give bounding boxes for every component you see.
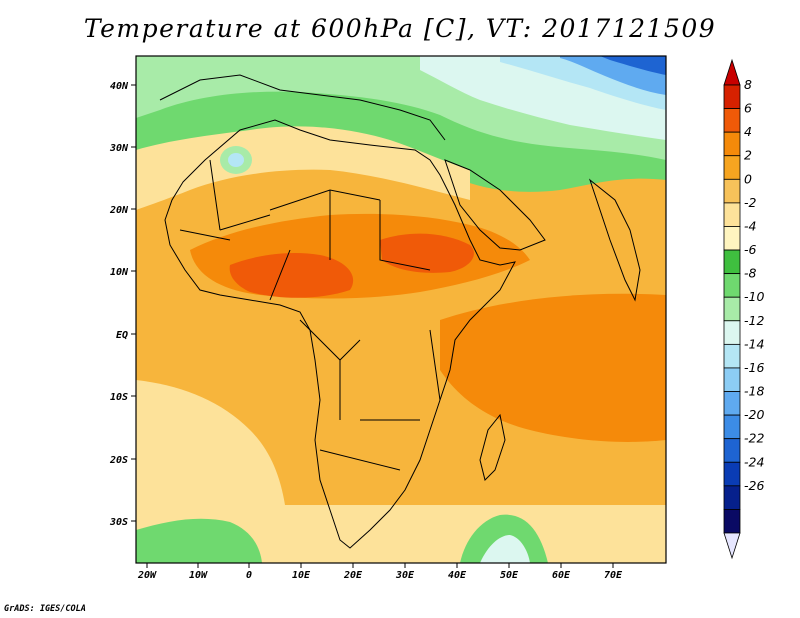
colorbar-swatch <box>723 343 741 369</box>
colorbar-label: -2 <box>744 195 757 210</box>
europe-coast <box>159 74 446 141</box>
lon-label-20e: 20E <box>343 570 363 581</box>
colorbar-swatch <box>723 273 741 298</box>
border-lines <box>179 159 441 471</box>
axis-ticks <box>131 84 614 568</box>
colorbar-swatch <box>723 391 741 416</box>
colorbar-swatch <box>723 84 741 109</box>
colorbar-label: -6 <box>744 242 757 257</box>
colorbar-swatch <box>723 178 741 204</box>
colorbar-label: -4 <box>744 218 757 233</box>
colorbar-swatch <box>723 131 741 157</box>
colorbar-swatch <box>723 226 741 251</box>
hot-core-west <box>229 253 354 298</box>
lat-label-10n: 10N <box>110 267 129 278</box>
colorbar-label: 6 <box>744 101 752 116</box>
dark-blue-core <box>600 56 666 75</box>
colorbar-swatch <box>723 202 741 227</box>
grads-credit: GrADS: IGES/COLA <box>4 604 86 614</box>
colorbar-label: -12 <box>744 313 764 328</box>
colorbar-label: -24 <box>744 454 764 469</box>
lat-label-30s: 30S <box>109 517 128 528</box>
india-coast <box>588 178 641 302</box>
lat-label-40n: 40N <box>110 81 129 92</box>
colorbar-label: -22 <box>744 431 764 446</box>
lon-label-0: 0 <box>246 570 252 581</box>
colorbar-swatch <box>723 414 741 440</box>
madagascar-coast <box>479 413 506 481</box>
latitude-labels: 40N 30N 20N 10N EQ 10S 20S 30S <box>109 81 129 528</box>
colorbar-swatch <box>723 296 741 322</box>
colorbar-label: -14 <box>744 336 764 351</box>
arabia-coast <box>444 159 546 251</box>
colorbar-label: -8 <box>744 266 757 281</box>
lat-label-eq: EQ <box>116 330 128 341</box>
africa-coastline <box>164 119 516 549</box>
colorbar: 8 6 4 2 0 -2 -4 -6 -8 -10 -12 -14 -16 -18 -20 -22 -24 -26 <box>723 58 764 560</box>
lat-label-10s: 10S <box>110 392 128 403</box>
colorbar-top-arrow <box>723 58 741 86</box>
green-south-west <box>136 518 262 563</box>
hot-core-east <box>380 233 474 273</box>
colorbar-label: 2 <box>744 148 752 163</box>
lon-label-30e: 30E <box>395 570 415 581</box>
cool-atlantic-south <box>136 380 285 505</box>
colorbar-label: 4 <box>744 124 752 139</box>
lat-label-30n: 30N <box>109 143 129 154</box>
lon-label-10e: 10E <box>292 570 311 581</box>
colorbar-label: -18 <box>744 384 764 399</box>
colorbar-swatch <box>723 461 741 487</box>
colorbar-swatch <box>723 509 741 534</box>
lat-label-20s: 20S <box>109 455 128 466</box>
colorbar-label: -26 <box>744 478 764 493</box>
colorbar-swatch <box>723 320 741 345</box>
colorbar-swatch <box>723 108 741 133</box>
colorbar-swatch <box>723 155 741 180</box>
map-frame <box>135 55 667 564</box>
colorbar-swatch <box>723 249 741 275</box>
lon-label-10w: 10W <box>189 570 208 581</box>
lon-label-20w: 20W <box>137 570 157 581</box>
colorbar-swatch <box>723 367 741 392</box>
lon-label-70e: 70E <box>604 570 623 581</box>
colorbar-label: -20 <box>744 407 764 422</box>
colorbar-swatch <box>723 485 741 510</box>
colorbar-swatch <box>723 438 741 463</box>
lon-label-50e: 50E <box>500 570 519 581</box>
lon-label-60e: 60E <box>552 570 571 581</box>
map-title: Temperature at 600hPa [C], VT: 201712150… <box>83 14 717 43</box>
colorbar-label: -16 <box>744 360 764 375</box>
coastlines-borders <box>159 74 641 549</box>
lon-label-40e: 40E <box>448 570 467 581</box>
cold-spot-morocco-core <box>228 153 244 167</box>
warm-indian-ocean <box>440 293 666 442</box>
longitude-labels: 20W 10W 0 10E 20E 30E 40E 50E 60E 70E <box>137 570 623 581</box>
colorbar-bottom-arrow <box>723 532 741 560</box>
temperature-field <box>136 56 666 563</box>
lat-label-20n: 20N <box>109 205 129 216</box>
colorbar-label: 8 <box>744 77 752 92</box>
colorbar-label: 0 <box>744 171 752 186</box>
cyan-south-east <box>480 535 530 563</box>
colorbar-label: -10 <box>744 289 764 304</box>
